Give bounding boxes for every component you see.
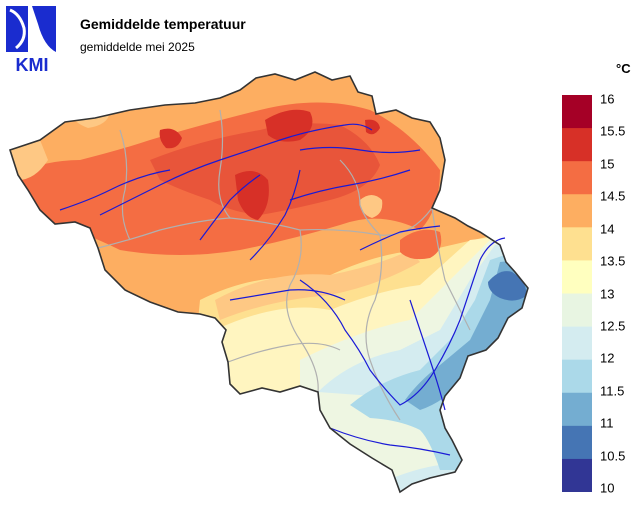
legend-scale <box>562 95 592 492</box>
river-sambre <box>229 289 346 301</box>
zone-14-south <box>215 250 420 320</box>
river-leie <box>59 169 171 211</box>
map-subtitle: gemiddelde mei 2025 <box>80 40 195 54</box>
river-albert <box>359 225 441 251</box>
zone-15-5b <box>159 128 182 149</box>
legend-label: 10 <box>600 480 615 496</box>
legend-swatch <box>562 194 592 228</box>
legend-swatch <box>562 260 592 294</box>
province-border-8 <box>431 207 471 331</box>
province-border-6 <box>227 342 341 363</box>
legend-swatch <box>562 128 592 162</box>
province-border-2 <box>119 129 131 241</box>
legend-label: 11 <box>600 415 614 431</box>
svg-text:KMI: KMI <box>16 55 49 74</box>
legend-swatch <box>562 161 592 195</box>
river-maas <box>299 237 506 406</box>
river-demer <box>289 169 411 201</box>
kmi-logo: KMI <box>6 6 56 74</box>
legend-swatch <box>562 458 592 492</box>
legend-swatch <box>562 227 592 261</box>
zone-14-west <box>10 140 48 180</box>
province-border-7 <box>339 159 381 236</box>
legend-label: 10.5 <box>600 448 626 464</box>
river-schelde <box>99 123 373 216</box>
zone-15-5d <box>365 119 380 135</box>
legend-label: 14 <box>600 221 615 237</box>
map-title: Gemiddelde temperatuur <box>80 16 246 32</box>
zone-14-brux <box>360 195 383 218</box>
legend-swatch <box>562 392 592 427</box>
legend-label: 15 <box>600 156 615 172</box>
province-border-1 <box>97 207 433 249</box>
province-border-4 <box>286 229 319 393</box>
legend-label: 13 <box>600 286 615 301</box>
zone-15-5c <box>235 171 269 220</box>
legend-swatch <box>562 326 592 361</box>
temperature-map <box>9 71 529 493</box>
legend-label: 16 <box>600 91 615 107</box>
river-ourthe <box>409 299 446 411</box>
legend-label: 15.5 <box>600 123 626 139</box>
river-nete <box>299 146 421 154</box>
river-dijle <box>249 169 301 261</box>
river-dender <box>199 174 261 241</box>
zone-10-5 <box>488 271 527 301</box>
legend-label: 14.5 <box>600 188 626 204</box>
legend-swatch <box>562 95 592 129</box>
legend-swatch <box>562 425 592 460</box>
legend-unit: °C <box>616 61 631 76</box>
legend-label: 12.5 <box>600 318 626 334</box>
legend-swatch <box>562 359 592 394</box>
zone-15-east <box>400 229 442 260</box>
zone-15 <box>150 123 380 215</box>
legend-label: 12 <box>600 350 615 366</box>
legend-swatch <box>562 293 592 328</box>
province-border-3 <box>218 109 231 219</box>
legend-label: 11.5 <box>600 383 625 399</box>
province-border-5 <box>365 234 401 421</box>
legend-label: 13.5 <box>600 253 626 269</box>
river-semois <box>329 427 451 456</box>
